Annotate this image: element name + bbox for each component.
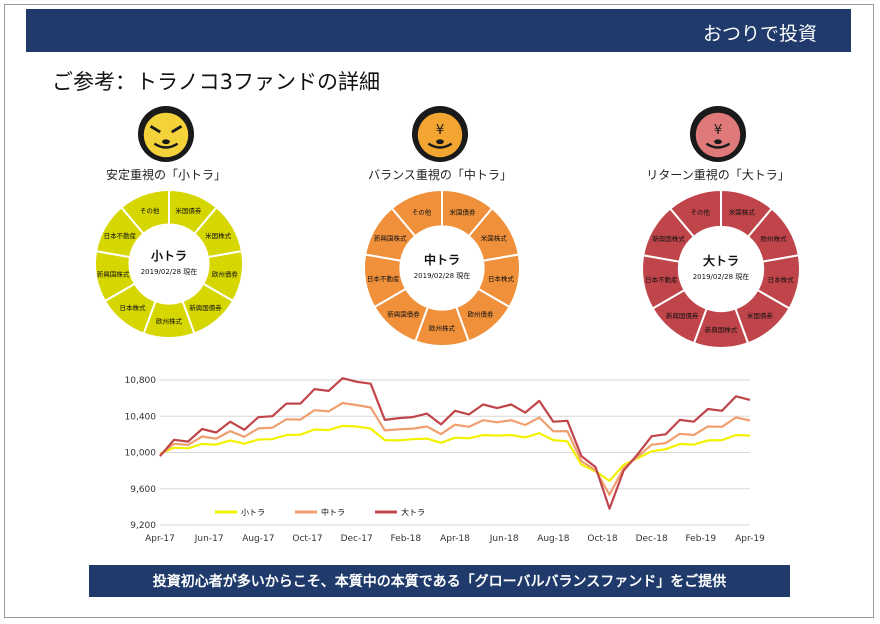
page-title: ご参考：トラノコ3ファンドの詳細 xyxy=(52,70,380,94)
donut-slice-label: 日本株式 xyxy=(120,303,147,312)
legend-label: 大トラ xyxy=(401,507,425,517)
donut-slice-label: 日本株式 xyxy=(768,275,795,284)
x-tick-label: Apr-19 xyxy=(735,534,765,544)
donut-chart-large: 米国株式欧州株式日本株式米国債券新興国株式新興国債券日本不動産新興国株式その他 … xyxy=(641,188,801,349)
banner-text: 投資初心者が多いからこそ、本質中の本質である「グローバルバランスファンド」をご提… xyxy=(152,574,727,590)
y-tick-label: 10,400 xyxy=(125,412,157,422)
x-tick-label: Jun-18 xyxy=(489,534,519,544)
x-tick-label: Dec-17 xyxy=(341,534,373,544)
donut-slice-label: 日本不動産 xyxy=(104,231,137,240)
svg-text:¥: ¥ xyxy=(714,122,723,138)
slide-frame xyxy=(4,4,874,618)
legend-label: 中トラ xyxy=(321,507,345,517)
y-tick-label: 10,800 xyxy=(125,376,157,386)
donut-slice-label: 新興国株式 xyxy=(97,269,130,278)
donut-slice-label: その他 xyxy=(691,208,711,217)
x-tick-label: Jun-17 xyxy=(194,534,224,544)
y-tick-label: 9,600 xyxy=(130,485,156,495)
donut-slice-label: 日本不動産 xyxy=(367,274,400,283)
donut-slice-label: 米国債券 xyxy=(449,207,476,216)
x-tick-label: Feb-18 xyxy=(391,534,422,544)
donut-center-name: 中トラ xyxy=(424,252,460,267)
donut-center-date: 2019/02/28 現在 xyxy=(693,272,750,281)
donut-slice-label: 新興国株式 xyxy=(652,234,685,243)
small-tiger-icon xyxy=(137,105,195,163)
donut-slice-label: 新興国株式 xyxy=(374,234,407,243)
medium-tiger-icon: ¥ xyxy=(411,105,469,163)
donut-slice-label: 欧州株式 xyxy=(760,234,787,243)
bottom-banner: 投資初心者が多いからこそ、本質中の本質である「グローバルバランスファンド」をご提… xyxy=(89,565,790,597)
fund-label-small: 安定重視の「小トラ」 xyxy=(105,168,226,182)
donut-slice-label: 新興国債券 xyxy=(189,303,222,312)
donut-center-date: 2019/02/28 現在 xyxy=(141,267,198,276)
x-tick-label: Oct-18 xyxy=(587,534,618,544)
donut-slice-label: 欧州債券 xyxy=(467,309,494,318)
donut-slice-label: 新興国債券 xyxy=(387,309,420,318)
fund-label-large: リターン重視の「大トラ」 xyxy=(646,168,790,182)
donut-center-date: 2019/02/28 現在 xyxy=(414,271,471,280)
donut-slice-label: その他 xyxy=(140,206,160,215)
donut-slice xyxy=(668,188,722,239)
header-title: おつりで投資 xyxy=(702,23,817,45)
donut-slice-label: 米国債券 xyxy=(747,311,774,320)
large-tiger-icon: ¥ xyxy=(689,105,747,163)
donut-slice-label: 米国株式 xyxy=(481,234,508,243)
x-tick-label: Feb-19 xyxy=(686,534,717,544)
series-line xyxy=(159,377,751,510)
donut-slice-label: 日本不動産 xyxy=(645,275,678,284)
donut-slice-label: 米国株式 xyxy=(729,208,756,217)
y-tick-label: 10,000 xyxy=(125,449,157,459)
donut-slice-label: その他 xyxy=(412,207,432,216)
x-tick-label: Dec-18 xyxy=(636,534,668,544)
header-bar: おつりで投資 xyxy=(26,9,851,52)
series-line xyxy=(159,424,751,483)
donut-slice-label: 欧州債券 xyxy=(212,269,239,278)
donut-center-name: 大トラ xyxy=(703,253,739,268)
series-line xyxy=(159,401,751,496)
x-tick-label: Oct-17 xyxy=(292,534,322,544)
donut-slice xyxy=(390,188,443,238)
x-tick-label: Aug-17 xyxy=(242,534,274,544)
donut-center-name: 小トラ xyxy=(151,248,187,263)
donut-slice-label: 米国株式 xyxy=(205,231,232,240)
x-tick-label: Apr-18 xyxy=(440,534,470,544)
x-tick-label: Aug-18 xyxy=(537,534,570,544)
donut-slice-label: 日本株式 xyxy=(488,274,514,283)
donut-slice-label: 新興国債券 xyxy=(666,311,699,320)
donut-slice-label: 新興国株式 xyxy=(705,325,738,334)
legend-label: 小トラ xyxy=(241,508,265,517)
donut-slice xyxy=(120,188,170,236)
svg-text:¥: ¥ xyxy=(436,122,445,138)
donut-slice-label: 米国債券 xyxy=(175,206,202,215)
donut-slice-label: 欧州株式 xyxy=(429,323,456,332)
fund-label-medium: バランス重視の「中トラ」 xyxy=(368,168,512,182)
performance-line-chart: 9,200 9,600 10,000 10,400 10,800 Apr-17 Jun-17… xyxy=(125,376,766,544)
y-tick-label: 9,200 xyxy=(130,521,156,531)
donut-slice-label: 欧州株式 xyxy=(156,316,183,325)
x-tick-label: Apr-17 xyxy=(145,534,175,544)
